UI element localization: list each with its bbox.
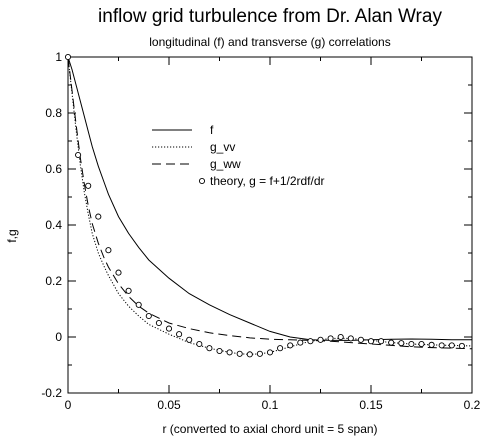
theory-marker <box>246 351 253 358</box>
theory-marker <box>408 340 415 348</box>
theory-marker <box>428 341 435 348</box>
theory-marker <box>64 53 72 61</box>
theory-marker <box>297 339 304 346</box>
y-tick-label: 0.2 <box>45 274 62 288</box>
legend-entry-label: f <box>210 123 214 137</box>
theory-marker <box>307 338 314 345</box>
theory-marker <box>85 182 92 189</box>
theory-marker <box>378 338 385 345</box>
theory-marker <box>317 336 324 343</box>
x-tick-label: 0.05 <box>157 398 181 412</box>
theory-marker <box>287 342 294 349</box>
legend: f g_vv g_ww theory, g = f+1/2rdf/dr <box>152 123 325 188</box>
theory-marker <box>367 338 375 345</box>
legend-entry-label: theory, g = f+1/2rdf/dr <box>210 174 325 188</box>
chart-subtitle: longitudinal (f) and transverse (g) corr… <box>149 35 390 49</box>
theory-marker <box>176 331 183 338</box>
y-axis-label: f,g <box>5 229 19 242</box>
x-axis-label: r (converted to axial chord unit = 5 spa… <box>162 422 377 436</box>
theory-marker <box>388 339 395 346</box>
theory-marker <box>216 347 223 355</box>
theory-marker <box>398 340 405 347</box>
x-tick-label: 0.1 <box>262 398 279 412</box>
x-tick-label: 0 <box>65 398 72 412</box>
theory-marker <box>206 345 213 352</box>
x-tick-label: 0.2 <box>464 398 481 412</box>
theory-marker <box>357 336 364 343</box>
legend-entry-label: g_ww <box>210 157 241 171</box>
theory-marker <box>458 342 465 350</box>
y-tick-label: -0.2 <box>41 386 62 400</box>
theory-marker <box>226 349 233 356</box>
theory-marker <box>165 325 173 332</box>
theory-marker <box>266 349 274 356</box>
theory-marker <box>155 319 162 327</box>
theory-marker <box>186 336 193 343</box>
x-tick-label: 0.15 <box>359 398 383 412</box>
series-layer <box>64 53 473 358</box>
y-tick-label: 0.8 <box>45 106 62 120</box>
theory-marker <box>236 350 243 357</box>
series-line-g-ww <box>67 56 473 350</box>
theory-marker <box>347 335 354 342</box>
theory-marker <box>448 342 455 349</box>
theory-marker <box>337 333 344 341</box>
theory-marker <box>418 340 425 348</box>
theory-marker <box>125 287 132 294</box>
theory-marker <box>327 335 334 342</box>
legend-entry-label: g_vv <box>210 140 235 154</box>
theory-marker <box>115 269 122 276</box>
series-line-f <box>67 56 472 341</box>
y-axis-ticks: -0.2 0 0.2 0.4 0.6 0.8 1 <box>41 50 472 400</box>
theory-marker <box>75 151 82 159</box>
theory-marker <box>438 342 445 349</box>
y-tick-label: 0 <box>55 330 62 344</box>
legend-marker-theory <box>198 177 206 185</box>
theory-marker <box>135 301 142 308</box>
theory-marker <box>145 312 152 320</box>
theory-marker <box>256 350 263 357</box>
series-line-g-vv <box>67 56 473 355</box>
x-axis-ticks: 0 0.05 0.1 0.15 0.2 <box>65 57 481 412</box>
theory-marker <box>105 247 112 254</box>
theory-marker <box>95 213 102 220</box>
y-tick-label: 1 <box>55 50 62 64</box>
theory-marker <box>196 340 203 348</box>
theory-marker <box>277 345 284 352</box>
chart-title: inflow grid turbulence from Dr. Alan Wra… <box>98 6 442 27</box>
y-tick-label: 0.6 <box>45 162 62 176</box>
y-tick-label: 0.4 <box>45 218 62 232</box>
